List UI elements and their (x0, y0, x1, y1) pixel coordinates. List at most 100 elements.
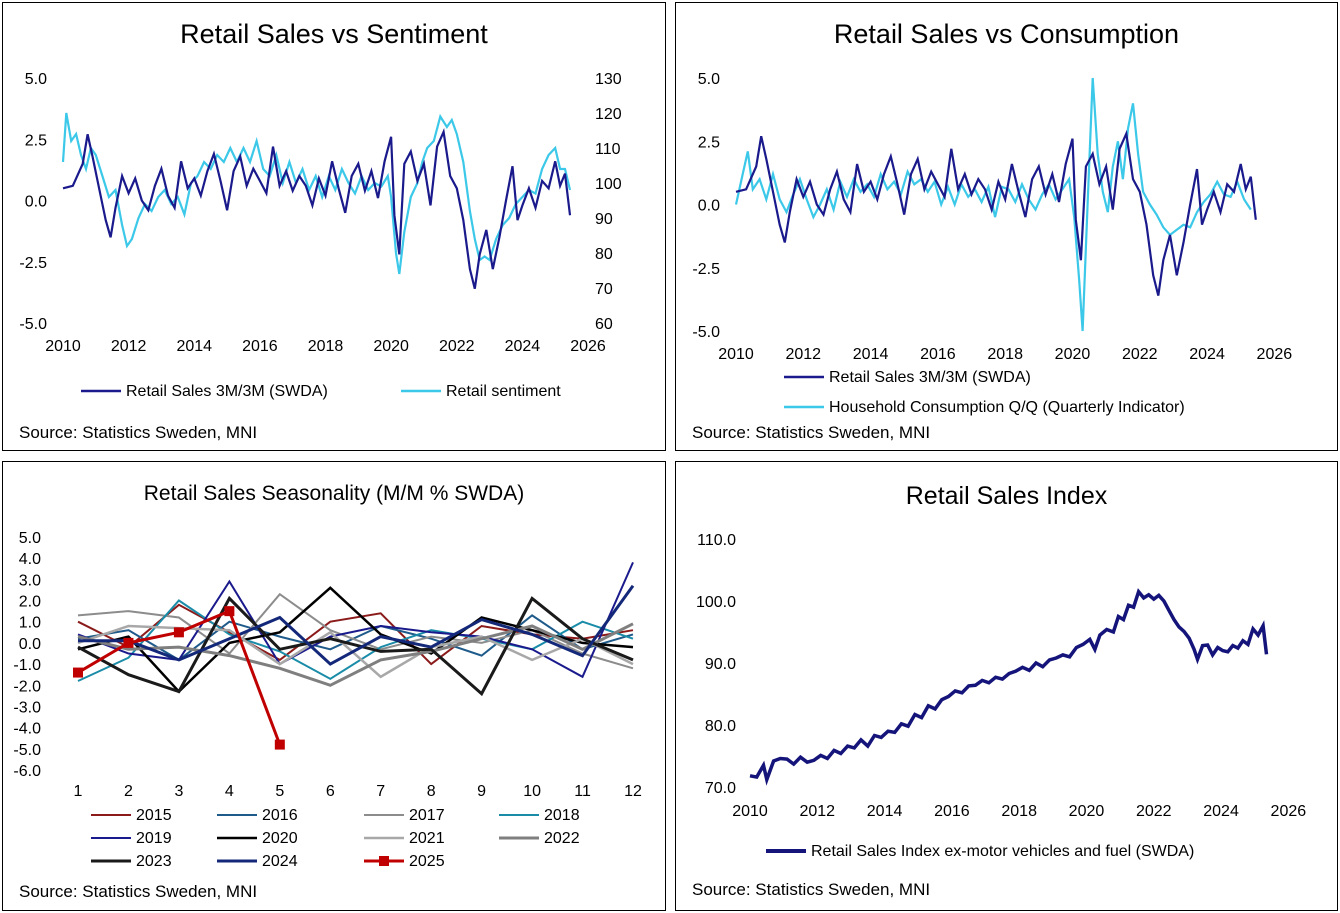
series-2021 (77, 624, 634, 679)
x-tick-label: 10 (523, 783, 541, 800)
x-tick-label: 2012 (111, 338, 147, 355)
legend-label: 2016 (262, 807, 298, 824)
y-tick-label: 5.0 (19, 530, 41, 547)
y-tick-label: 2.0 (19, 594, 41, 611)
x-tick-label: 2018 (308, 338, 344, 355)
x-tick-label: 2026 (1257, 346, 1293, 363)
series-2020 (77, 586, 634, 694)
x-tick-label: 12 (624, 783, 642, 800)
y-tick-label: -6.0 (13, 763, 41, 780)
y-tick-label: 80.0 (705, 718, 736, 735)
y-right-tick-label: 100 (595, 176, 622, 193)
y-tick-label: 4.0 (19, 551, 41, 568)
marker-2025 (274, 739, 285, 750)
y-right-tick-label: 90 (595, 211, 613, 228)
x-tick-label: 11 (574, 783, 591, 800)
x-tick-label: 2020 (1055, 346, 1091, 363)
x-tick-label: 2022 (439, 338, 475, 355)
chart-title: Retail Sales Seasonality (M/M % SWDA) (143, 482, 525, 505)
legend-marker (379, 856, 389, 866)
series-retail-sales-3m (735, 129, 1257, 296)
legend-label: 2022 (544, 830, 580, 847)
legend-label: 2020 (262, 830, 298, 847)
y-right-tick-label: 130 (595, 71, 622, 88)
x-tick-label: 2024 (1189, 346, 1225, 363)
chart-title: Retail Sales Index (905, 482, 1108, 510)
x-tick-label: 5 (275, 783, 284, 800)
x-tick-label: 4 (225, 783, 234, 800)
chart-title: Retail Sales vs Consumption (833, 19, 1180, 49)
y-tick-label: 110.0 (697, 532, 736, 549)
x-tick-label: 2014 (853, 346, 889, 363)
x-tick-label: 2016 (934, 803, 970, 820)
y-tick-label: 70.0 (705, 780, 736, 797)
x-tick-label: 2010 (718, 346, 754, 363)
x-tick-label: 6 (326, 783, 335, 800)
x-tick-label: 2024 (1203, 803, 1239, 820)
legend-label: 2021 (409, 830, 445, 847)
legend-label: 2023 (136, 853, 172, 870)
x-tick-label: 2020 (373, 338, 409, 355)
x-tick-label: 3 (174, 783, 183, 800)
y-left-tick-label: 5.0 (25, 71, 47, 88)
panel-seasonality: Retail Sales Seasonality (M/M % SWDA) 5.… (2, 461, 666, 911)
x-tick-label: 2016 (920, 346, 956, 363)
index-chart: 110.0 100.0 90.0 80.0 70.0 2010 2012 2014 2016 20… (696, 532, 1307, 860)
y-left-tick-label: 0.0 (25, 194, 47, 211)
legend-label: Retail Sales 3M/3M (SWDA) (829, 369, 1031, 386)
y-tick-label: 100.0 (696, 594, 736, 611)
x-tick-label: 2026 (1271, 803, 1307, 820)
y-left-tick-label: 2.5 (25, 132, 47, 149)
source-note: Source: Statistics Sweden, MNI (19, 882, 258, 901)
legend-label: 2024 (262, 853, 298, 870)
series-2018 (77, 599, 634, 682)
y-tick-label: 1.0 (19, 615, 41, 632)
y-left-tick-label: -2.5 (19, 255, 47, 272)
seasonality-chart: 5.0 4.0 3.0 2.0 1.0 0.0 -1.0 -2.0 -3.0 -4.0 -5.0 -6… (13, 530, 642, 870)
y-tick-label: 0.0 (698, 198, 720, 215)
chart-title: Retail Sales vs Sentiment (180, 19, 488, 49)
sentiment-chart: 5.0 2.5 0.0 -2.5 -5.0 130 120 110 100 90 80 70 60 201… (19, 71, 622, 400)
y-tick-label: -5.0 (13, 742, 41, 759)
panel-retail-index: Retail Sales Index 110.0 100.0 90.0 80.0 70.… (675, 461, 1338, 911)
y-left-tick-label: -5.0 (19, 316, 47, 333)
y-tick-label: 3.0 (19, 572, 41, 589)
x-tick-label: 1 (74, 783, 83, 800)
legend-label: Retail Sales Index ex-motor vehicles and… (811, 843, 1194, 860)
series-2022 (77, 622, 634, 687)
source-note: Source: Statistics Sweden, MNI (19, 423, 258, 442)
marker-2025 (73, 667, 83, 678)
y-tick-label: -2.0 (13, 678, 41, 695)
marker-2025 (224, 606, 235, 617)
series-household-consumption (734, 77, 1252, 332)
y-tick-label: -3.0 (13, 699, 41, 716)
legend-label: 2025 (409, 853, 445, 870)
x-tick-label: 2016 (242, 338, 278, 355)
source-note: Source: Statistics Sweden, MNI (692, 423, 931, 442)
y-tick-label: 90.0 (705, 656, 736, 673)
y-tick-label: 2.5 (698, 134, 720, 151)
series-retail-sentiment (61, 112, 572, 275)
x-tick-label: 2020 (1069, 803, 1105, 820)
y-tick-label: 0.0 (19, 636, 41, 653)
series-retail-sales-index (749, 588, 1269, 786)
x-tick-label: 2026 (570, 338, 606, 355)
x-tick-label: 2012 (799, 803, 835, 820)
consumption-chart: 5.0 2.5 0.0 -2.5 -5.0 2010 2012 2014 2016 2018 202… (692, 71, 1293, 416)
x-tick-label: 2018 (987, 346, 1023, 363)
legend-label: Household Consumption Q/Q (Quarterly Ind… (829, 399, 1185, 416)
legend-label: 2018 (544, 807, 580, 824)
marker-2025 (123, 637, 134, 648)
legend-label: 2017 (409, 807, 445, 824)
y-tick-label: -2.5 (692, 261, 720, 278)
y-tick-label: -4.0 (13, 721, 41, 738)
legend-label: 2015 (136, 807, 172, 824)
x-tick-label: 2014 (176, 338, 212, 355)
y-right-tick-label: 110 (595, 141, 621, 158)
y-tick-label: -1.0 (13, 657, 41, 674)
source-note: Source: Statistics Sweden, MNI (692, 880, 931, 899)
panel-retail-vs-consumption: Retail Sales vs Consumption 5.0 2.5 0.0 -2.… (675, 2, 1338, 451)
x-tick-label: 7 (376, 783, 385, 800)
panel-retail-vs-sentiment: Retail Sales vs Sentiment 5.0 2.5 0.0 -2.5 -… (2, 2, 666, 451)
marker-2025 (173, 627, 184, 638)
